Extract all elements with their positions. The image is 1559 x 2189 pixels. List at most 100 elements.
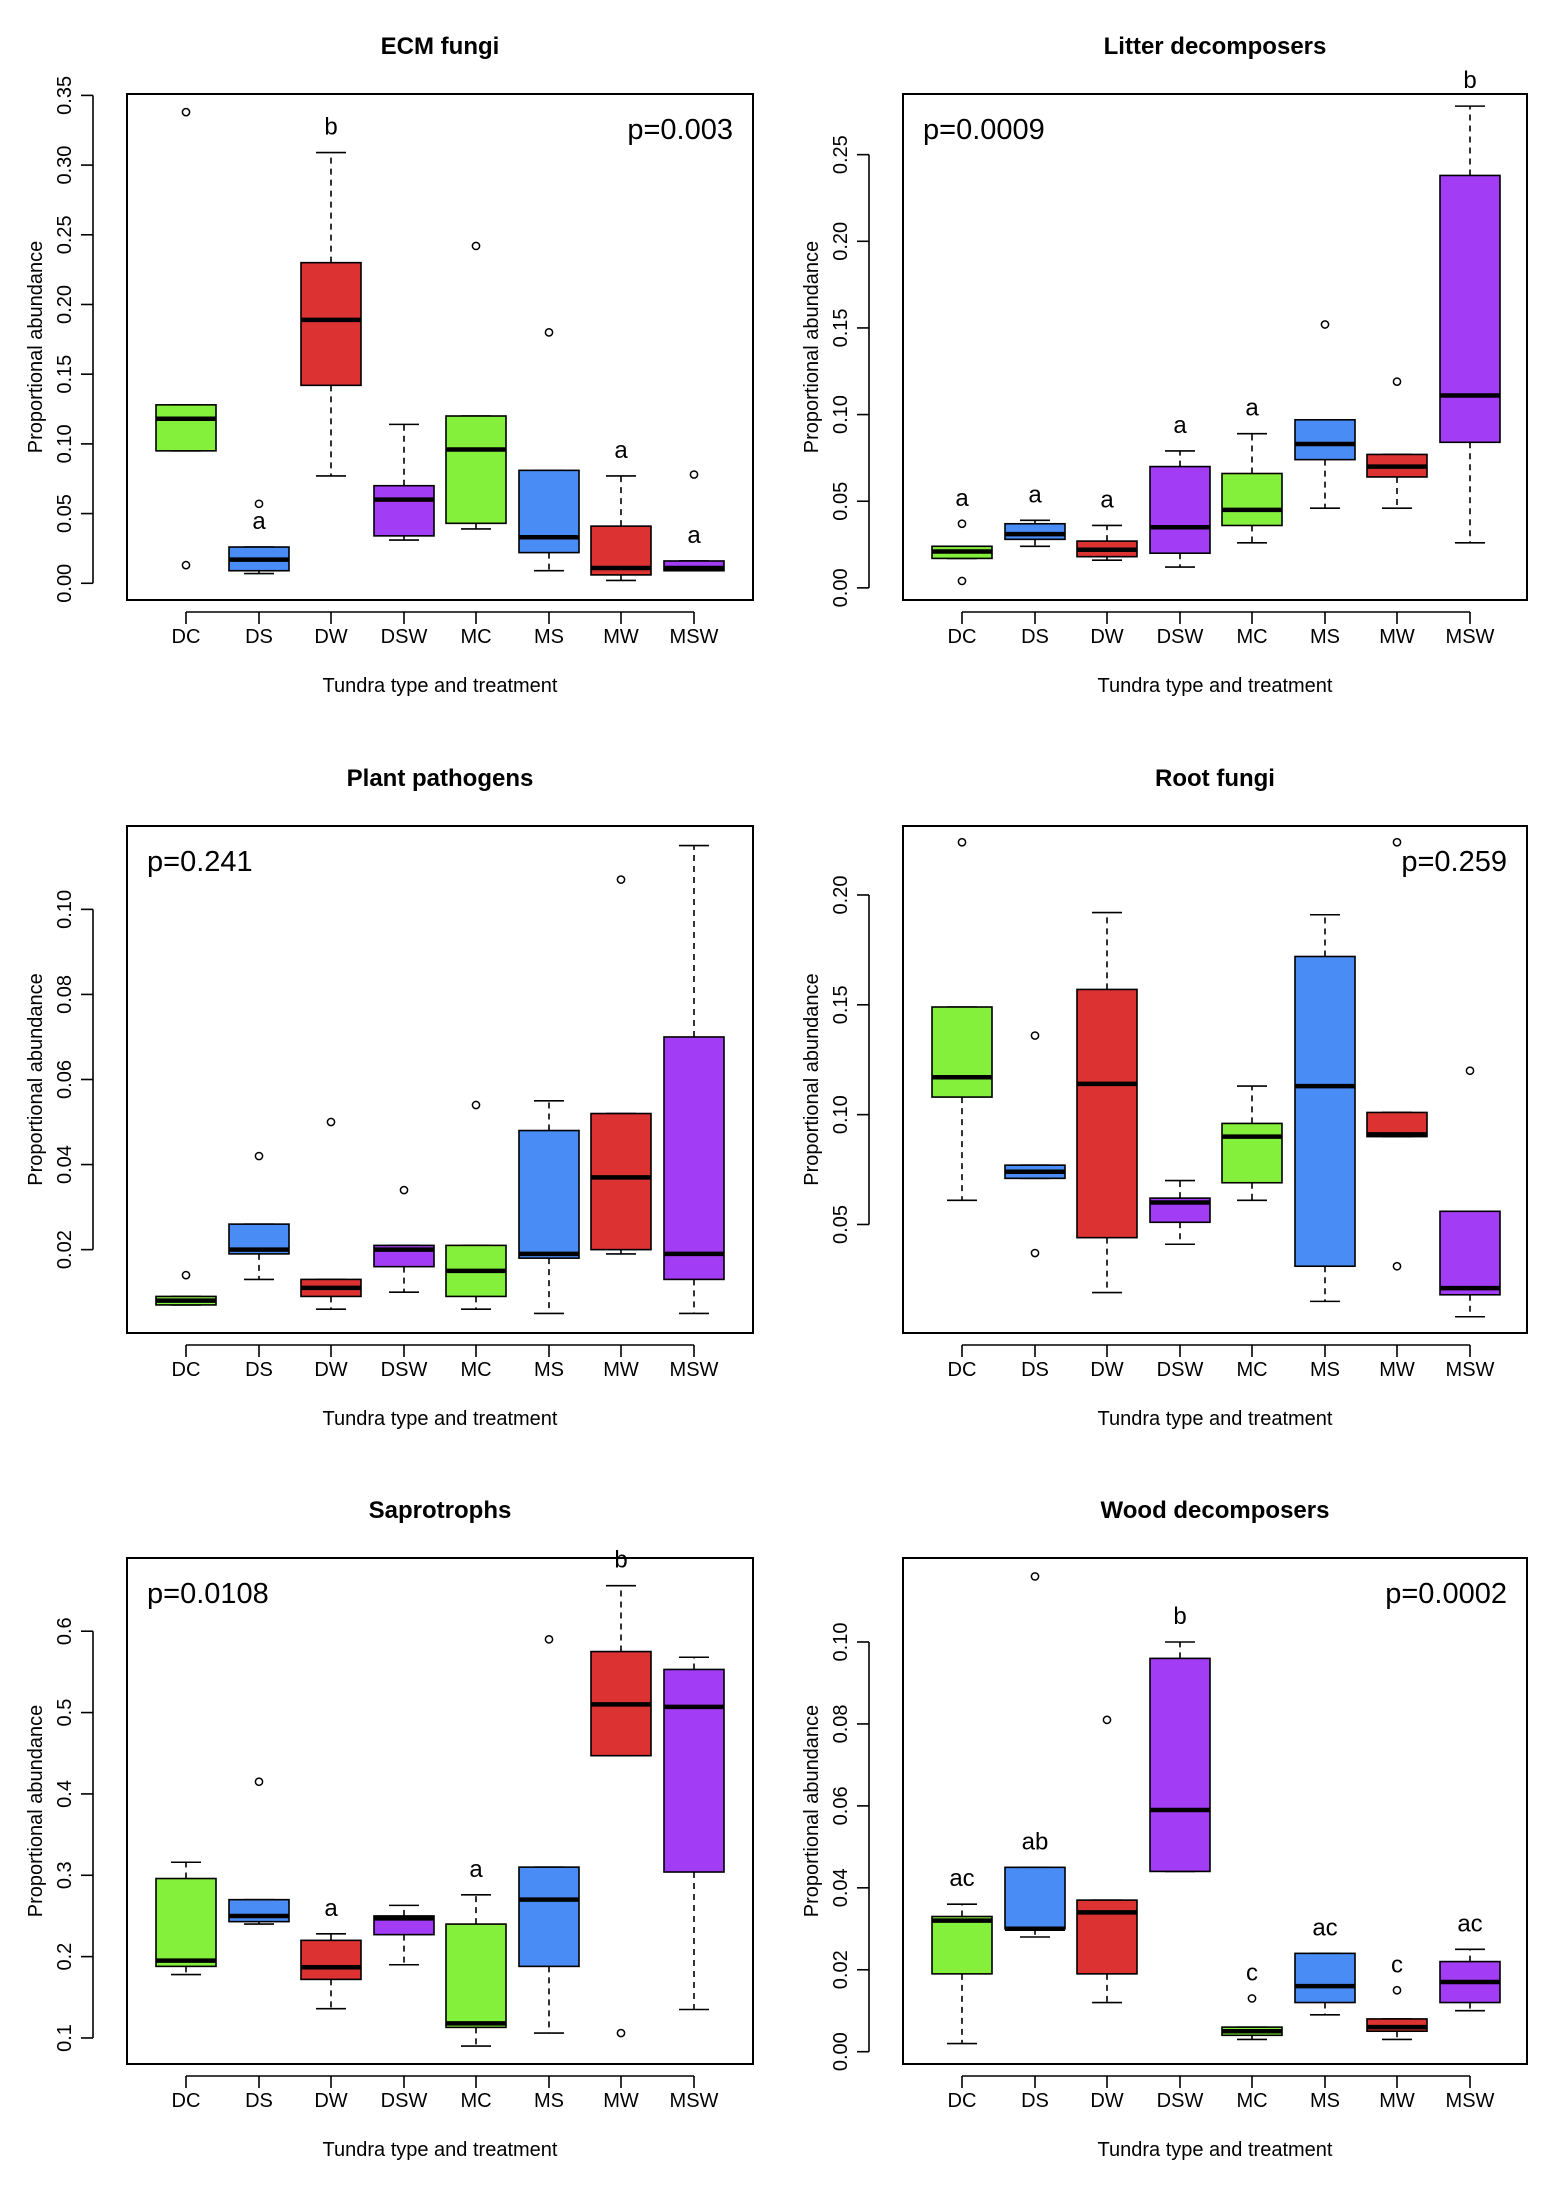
iqr-box	[1294, 418, 1356, 461]
significance-letter: a	[955, 485, 969, 512]
significance-letter: c	[1391, 1951, 1403, 1978]
x-tick-label: DC	[172, 2090, 201, 2112]
x-tick-label: DSW	[381, 2090, 428, 2112]
y-axis-label: Proportional abundance	[801, 1705, 823, 1917]
significance-letter: ab	[1022, 1828, 1049, 1855]
outlier-point	[326, 1117, 336, 1127]
x-tick-label: MC	[1236, 1359, 1267, 1381]
box-msw: a	[663, 470, 725, 572]
outlier-point	[1102, 1715, 1112, 1725]
significance-letter: b	[324, 114, 337, 141]
x-axis-label: Tundra type and treatment	[323, 675, 558, 697]
box-dc	[931, 837, 993, 1202]
x-tick-label: DC	[948, 2090, 977, 2112]
p-value: p=0.241	[147, 846, 253, 878]
box-mw	[1366, 837, 1428, 1271]
x-tick-label: MC	[460, 2090, 491, 2112]
box-dc: a	[931, 485, 993, 586]
panel-title: Plant pathogens	[347, 765, 534, 792]
iqr-box	[1439, 1210, 1501, 1296]
x-tick-label: DS	[1021, 626, 1049, 648]
outlier-point	[689, 470, 699, 479]
y-tick-label: 0.10	[54, 890, 76, 929]
x-tick-label: DSW	[1157, 626, 1204, 648]
y-tick-label: 0.00	[830, 568, 852, 607]
x-tick-label: DW	[1090, 2090, 1123, 2112]
panel-title: Saprotrophs	[369, 1497, 512, 1524]
iqr-box	[228, 1898, 290, 1923]
iqr-box	[518, 469, 580, 554]
x-tick-label: MS	[1310, 1359, 1340, 1381]
iqr-box	[1004, 522, 1066, 541]
outlier-point	[181, 107, 191, 117]
box-ds: a	[1004, 481, 1066, 548]
box-mc: c	[1221, 1959, 1283, 2041]
box-ms	[1294, 913, 1356, 1303]
y-tick-label: 0.20	[830, 876, 852, 915]
significance-letter: a	[1028, 481, 1042, 508]
box-dc: ac	[931, 1865, 993, 2045]
box-msw	[663, 1656, 725, 2011]
significance-letter: ac	[949, 1865, 974, 1892]
iqr-box	[663, 1036, 725, 1281]
box-dsw	[373, 423, 435, 541]
iqr-box	[518, 1129, 580, 1259]
y-tick-label: 0.15	[54, 355, 76, 394]
outlier-point	[544, 328, 554, 337]
outlier-point	[1030, 1248, 1040, 1258]
iqr-box	[590, 1112, 652, 1251]
x-tick-label: MSW	[670, 626, 719, 648]
iqr-box	[1294, 1952, 1356, 2004]
x-tick-label: DW	[314, 626, 347, 648]
box-dw	[1076, 1715, 1138, 2004]
box-mc	[1221, 1085, 1283, 1202]
y-tick-label: 0.20	[54, 285, 76, 324]
x-tick-label: DC	[172, 1359, 201, 1381]
outlier-point	[957, 519, 967, 529]
x-tick-label: MW	[603, 626, 639, 648]
y-tick-label: 0.02	[830, 1950, 852, 1989]
y-tick-label: 0.6	[54, 1617, 76, 1645]
x-tick-label: MS	[534, 1359, 564, 1381]
x-tick-label: DW	[1090, 1359, 1123, 1381]
x-tick-label: MW	[1379, 1359, 1415, 1381]
outlier-point	[254, 1777, 264, 1787]
y-tick-label: 0.05	[830, 1205, 852, 1244]
outlier-point	[1030, 1031, 1040, 1040]
box-ms	[518, 1099, 580, 1315]
box-dw: a	[1076, 486, 1138, 561]
y-tick-label: 0.15	[830, 985, 852, 1024]
outlier-point	[1320, 320, 1330, 329]
significance-letter: a	[469, 1856, 483, 1883]
outlier-point	[181, 560, 191, 570]
y-tick-label: 0.10	[54, 424, 76, 463]
significance-letter: a	[324, 1895, 338, 1922]
x-tick-label: MSW	[1446, 626, 1495, 648]
outlier-point	[254, 1151, 264, 1161]
plot-frame	[126, 93, 754, 601]
panel-wood-decomposers: Wood decomposers 0.00 0.02 0.04 0.06 0.08 0.10…	[801, 1497, 1528, 2161]
x-tick-label: DS	[245, 1359, 273, 1381]
x-tick-label: MSW	[1446, 1359, 1495, 1381]
x-tick-label: DW	[314, 1359, 347, 1381]
outlier-point	[399, 1185, 409, 1195]
panel-root-fungi: Root fungi 0.05 0.10 0.15 0.20 Proportional a…	[801, 765, 1528, 1430]
iqr-box	[1004, 1866, 1066, 1930]
panel-ecm-fungi: ECM fungi 0.00 0.05 0.10 0.15 0.20 0.25 0.30 0.3…	[25, 33, 754, 697]
y-tick-label: 0.10	[830, 395, 852, 434]
iqr-box	[1439, 174, 1501, 444]
y-tick-label: 0.08	[54, 975, 76, 1014]
panel-title: Root fungi	[1155, 765, 1275, 792]
outlier-point	[1247, 1994, 1257, 2003]
significance-letter: b	[1463, 67, 1476, 94]
outlier-point	[1392, 1261, 1402, 1271]
outlier-point	[471, 1100, 481, 1110]
plot-frame	[902, 93, 1528, 601]
iqr-box	[931, 1915, 993, 1975]
outlier-point	[957, 837, 967, 847]
plot-frame	[902, 825, 1528, 1334]
iqr-box	[518, 1866, 580, 1968]
y-axis-label: Proportional abundance	[25, 241, 47, 453]
x-tick-label: MS	[534, 2090, 564, 2112]
